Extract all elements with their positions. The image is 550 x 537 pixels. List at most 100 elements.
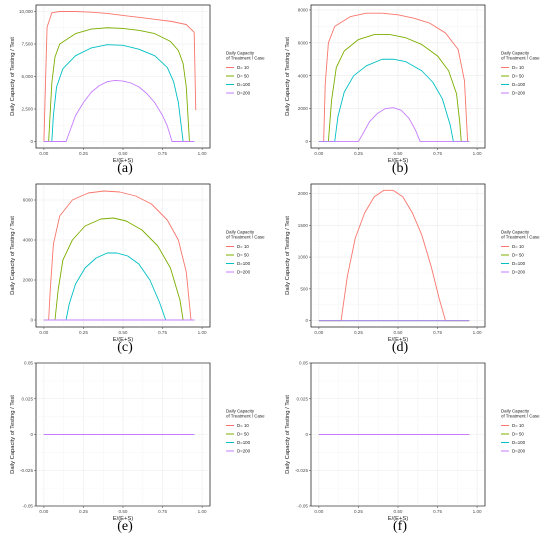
legend-entry-label: D= 50: [512, 253, 524, 258]
series-line: [318, 58, 470, 142]
x-axis-title: E/(E+S): [388, 158, 409, 164]
legend-entry-label: D= 10: [512, 423, 524, 428]
panel-label-d: (d): [392, 340, 409, 355]
x-tick-label: 1.00: [198, 330, 207, 335]
x-tick-label: 0.00: [314, 509, 323, 514]
chart-svg-d: 0.00 0.25 0.50 0.75 1.00 0 500 1000 1500 2000 E/(E…: [285, 183, 540, 355]
legend-entry-label: D=200: [237, 449, 251, 454]
x-axis-title: E/(E+S): [113, 337, 134, 343]
legend-entry-label: D= 10: [512, 244, 524, 249]
x-tick-label: 0.75: [433, 330, 442, 335]
y-tick-label: 0: [30, 318, 33, 323]
y-axis-title: Daily Capacity of Testing / Test: [285, 37, 291, 116]
panel-label-c: (c): [117, 340, 133, 355]
series-line: [318, 107, 470, 142]
x-tick-label: 0.00: [39, 509, 48, 514]
y-tick-label: 0.025: [22, 396, 34, 401]
y-tick-label: 500: [300, 286, 308, 291]
x-tick-label: 0.00: [39, 151, 48, 156]
legend-entry-label: D=200: [512, 449, 526, 454]
plot-border: [310, 362, 486, 507]
x-axis-title: E/(E+S): [113, 158, 134, 164]
y-axis-title: Daily Capacity of Testing / Test: [285, 395, 291, 474]
legend-entry-label: D=200: [512, 270, 526, 275]
x-tick-label: 0.75: [433, 151, 442, 156]
y-tick-label: 8000: [298, 8, 309, 13]
y-tick-label: -0.05: [23, 504, 34, 509]
plot-border: [310, 183, 486, 328]
series-line: [43, 217, 195, 321]
y-tick-label: 6000: [23, 198, 34, 203]
legend-entry-label: D= 10: [237, 423, 249, 428]
series-line: [43, 190, 195, 321]
legend-title-line1: Daily Capacity: [501, 51, 530, 56]
legend-entry-label: D= 50: [512, 74, 524, 79]
y-tick-label: -0.05: [298, 504, 309, 509]
y-tick-label: 6000: [298, 40, 309, 45]
y-tick-label: 0: [30, 139, 33, 144]
y-tick-label: 1000: [298, 255, 309, 260]
legend-entry-label: D= 10: [512, 65, 524, 70]
legend-title-line2: of Treatment / Case: [501, 235, 540, 240]
plot-border: [35, 183, 211, 328]
legend-entry-label: D= 10: [237, 244, 249, 249]
chart-panel-e: 0.00 0.25 0.50 0.75 1.00 -0.05 -0.025 0 0.025 0.0…: [0, 358, 275, 537]
x-tick-label: 0.00: [39, 330, 48, 335]
series-line: [43, 44, 195, 142]
legend-entry-label: D= 50: [237, 253, 249, 258]
plot-border: [35, 362, 211, 507]
series-line: [318, 189, 470, 322]
chart-svg-b: 0.00 0.25 0.50 0.75 1.00 0 2000 4000 6000 8000 E/(…: [285, 4, 540, 176]
plot-border: [310, 4, 486, 149]
x-tick-label: 0.75: [158, 509, 167, 514]
y-tick-label: 0.025: [297, 396, 309, 401]
chart-svg-a: 0.00 0.25 0.50 0.75 1.00 0 2,500 5,000 7,500 10,0…: [10, 4, 265, 176]
series-line: [318, 12, 470, 142]
x-axis-title: E/(E+S): [113, 516, 134, 522]
chart-svg-f: 0.00 0.25 0.50 0.75 1.00 -0.05 -0.025 0 0.025 0.0…: [285, 361, 540, 534]
y-tick-label: 0: [30, 432, 33, 437]
x-tick-label: 1.00: [198, 151, 207, 156]
legend-entry-label: D=200: [237, 91, 251, 96]
legend-title-line2: of Treatment / Case: [501, 56, 540, 61]
y-axis-title: Daily Capacity of Testing / Test: [10, 395, 16, 474]
x-tick-label: 0.25: [79, 151, 88, 156]
x-tick-label: 1.00: [473, 151, 482, 156]
y-tick-label: 2000: [298, 106, 309, 111]
chart-panel-f: 0.00 0.25 0.50 0.75 1.00 -0.05 -0.025 0 0.025 0.0…: [275, 358, 550, 537]
legend-title-line1: Daily Capacity: [226, 230, 255, 235]
series-line: [43, 27, 195, 142]
legend-entry-label: D=100: [512, 82, 526, 87]
x-tick-label: 0.50: [394, 330, 403, 335]
plot-border: [35, 4, 211, 149]
y-tick-label: 0: [305, 318, 308, 323]
legend-title-line2: of Treatment / Case: [226, 56, 265, 61]
legend-entry-label: D=100: [237, 82, 251, 87]
y-tick-label: 2,500: [22, 107, 34, 112]
chart-panel-b: 0.00 0.25 0.50 0.75 1.00 0 2000 4000 6000 8000 E/(…: [275, 0, 550, 179]
legend-title-line2: of Treatment / Case: [226, 414, 265, 419]
x-tick-label: 1.00: [473, 330, 482, 335]
x-tick-label: 0.25: [354, 151, 363, 156]
x-tick-label: 0.25: [354, 509, 363, 514]
x-tick-label: 0.25: [354, 330, 363, 335]
x-tick-label: 0.00: [314, 151, 323, 156]
legend-title-line1: Daily Capacity: [501, 409, 530, 414]
y-tick-label: 0: [305, 139, 308, 144]
x-axis-title: E/(E+S): [388, 337, 409, 343]
series-line: [43, 252, 195, 321]
legend-entry-label: D= 50: [237, 74, 249, 79]
legend-title-line2: of Treatment / Case: [501, 414, 540, 419]
legend-entry-label: D=200: [512, 91, 526, 96]
chart-panel-c: 0.00 0.25 0.50 0.75 1.00 0 2000 4000 6000 E/(E+S)…: [0, 179, 275, 358]
chart-panel-a: 0.00 0.25 0.50 0.75 1.00 0 2,500 5,000 7,500 10,0…: [0, 0, 275, 179]
legend-title-line1: Daily Capacity: [226, 51, 255, 56]
y-tick-label: 2000: [298, 191, 309, 196]
x-tick-label: 0.50: [394, 151, 403, 156]
panel-label-b: (b): [392, 161, 409, 176]
x-axis-title: E/(E+S): [388, 516, 409, 522]
y-tick-label: 5,000: [22, 74, 34, 79]
chart-svg-e: 0.00 0.25 0.50 0.75 1.00 -0.05 -0.025 0 0.025 0.0…: [10, 361, 265, 534]
legend-entry-label: D=200: [237, 270, 251, 275]
x-tick-label: 0.75: [158, 151, 167, 156]
